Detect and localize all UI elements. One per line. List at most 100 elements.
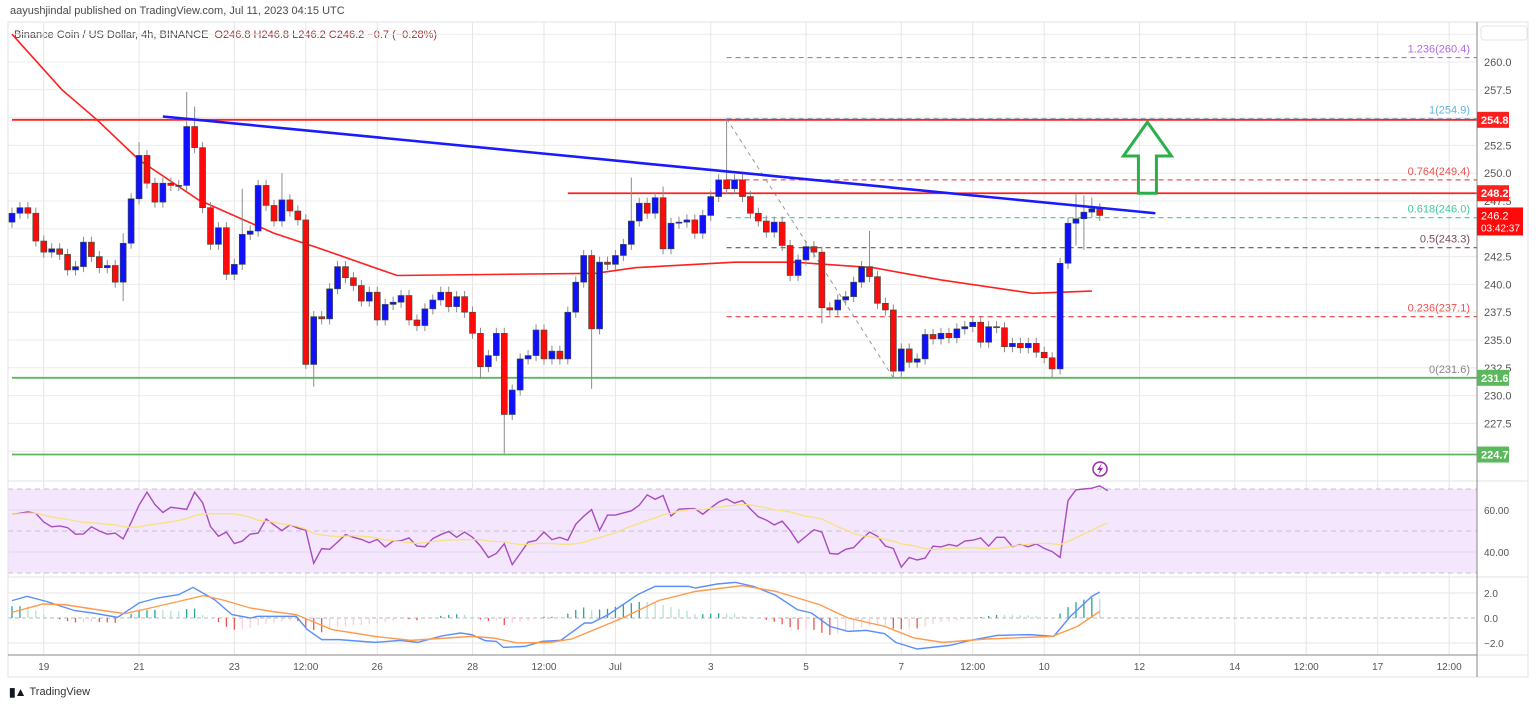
candle-body-up xyxy=(159,182,167,203)
fib-level-label: 0(231.6) xyxy=(1429,364,1470,376)
candle xyxy=(231,258,238,280)
candle xyxy=(56,243,63,260)
candle xyxy=(318,311,325,325)
candle xyxy=(461,291,468,318)
time-axis-label: 10 xyxy=(1039,662,1051,673)
candle xyxy=(238,188,246,270)
candle-body-up xyxy=(524,355,532,360)
candle xyxy=(802,241,810,266)
candle-body-up xyxy=(183,126,190,186)
candle xyxy=(1064,217,1072,269)
time-axis-label: 26 xyxy=(372,662,384,673)
macd-line xyxy=(11,581,1101,650)
candle-body-up xyxy=(80,241,87,267)
candle-body-down xyxy=(111,265,119,283)
candle xyxy=(64,248,71,276)
candle-body-down xyxy=(747,196,754,214)
candle xyxy=(246,225,254,240)
candle xyxy=(969,316,977,333)
tradingview-logo-text: TradingView xyxy=(29,686,91,698)
bar-countdown-label: 03:42:37 xyxy=(1481,223,1520,234)
fib-level-label: 0.236(237.1) xyxy=(1408,303,1470,315)
candle xyxy=(858,261,865,288)
time-axis-label: 12:00 xyxy=(1437,662,1462,673)
candle xyxy=(477,327,484,379)
candle-body-down xyxy=(500,333,508,415)
candle-body-up xyxy=(508,389,516,415)
candle xyxy=(151,177,159,208)
candle xyxy=(532,324,540,362)
lightning-alert-icon[interactable] xyxy=(1092,461,1108,477)
candle-body-down xyxy=(358,285,365,302)
tradingview-logo[interactable]: ▮▲ TradingView xyxy=(9,685,90,699)
candle-body-up xyxy=(135,155,143,200)
candle-body-up xyxy=(580,255,587,283)
candle-body-up xyxy=(1009,343,1016,347)
candle xyxy=(183,92,190,191)
symbol-legend: Binance Coin / US Dollar, 4h, BINANCE O24… xyxy=(14,29,437,41)
candle-body-up xyxy=(715,179,722,197)
candle-body-up xyxy=(953,328,961,339)
candle xyxy=(175,179,183,191)
candle xyxy=(588,249,595,389)
ohlc-values: O246.8 H246.8 L246.2 C246.2 −0.7 (−0.28%… xyxy=(214,29,438,41)
trendline xyxy=(162,115,1156,215)
candle-body-down xyxy=(294,210,302,221)
candle-body-down xyxy=(1096,208,1104,216)
candle-body-down xyxy=(151,182,159,203)
price-tag-label: 231.6 xyxy=(1481,373,1509,385)
candle-body-down xyxy=(762,220,770,233)
candle-body-down xyxy=(24,207,32,214)
candle-body-up xyxy=(175,185,183,187)
candle xyxy=(334,261,341,295)
scale-settings-button[interactable] xyxy=(1480,25,1528,41)
candle xyxy=(159,177,167,208)
candle xyxy=(389,296,397,310)
candle-body-up xyxy=(985,326,992,343)
time-axis-label: 19 xyxy=(38,662,50,673)
time-axis-label: 7 xyxy=(898,662,904,673)
candle xyxy=(913,353,921,368)
time-axis-label: 21 xyxy=(133,662,145,673)
candle xyxy=(691,214,699,239)
candle-body-down xyxy=(207,207,214,245)
candle xyxy=(1017,337,1024,354)
candle xyxy=(278,173,286,227)
candle xyxy=(32,207,40,247)
candle-body-up xyxy=(48,248,56,253)
candle xyxy=(770,216,778,238)
candle-body-up xyxy=(1025,343,1032,349)
candle-body-down xyxy=(270,205,278,222)
candle xyxy=(80,236,87,273)
candle xyxy=(1096,203,1104,222)
candle xyxy=(882,297,889,316)
candle-body-down xyxy=(56,248,63,255)
price-axis-label: 230.0 xyxy=(1484,391,1512,403)
candle xyxy=(207,202,214,250)
candle xyxy=(1048,352,1056,378)
candle-body-down xyxy=(739,179,746,197)
candle-body-down xyxy=(977,321,984,343)
candle-body-down xyxy=(167,182,175,186)
candle-body-up xyxy=(699,215,707,234)
candle xyxy=(977,316,984,348)
price-tag xyxy=(1477,369,1509,386)
candle xyxy=(24,202,32,219)
time-axis-label: 17 xyxy=(1372,662,1384,673)
chart-frame xyxy=(7,21,1529,678)
candle-body-down xyxy=(755,212,762,222)
candle xyxy=(643,197,651,219)
price-axis-label: 240.0 xyxy=(1484,279,1512,291)
candle xyxy=(683,214,691,228)
candle xyxy=(572,276,580,318)
candle xyxy=(469,306,476,339)
candle-body-down xyxy=(643,202,651,214)
candle-body-up xyxy=(381,304,389,321)
candle xyxy=(810,241,818,258)
candle-body-up xyxy=(548,350,556,360)
candle-body-down xyxy=(469,311,476,334)
candle xyxy=(794,254,802,282)
candle-body-up xyxy=(651,197,659,214)
candle xyxy=(905,343,913,368)
